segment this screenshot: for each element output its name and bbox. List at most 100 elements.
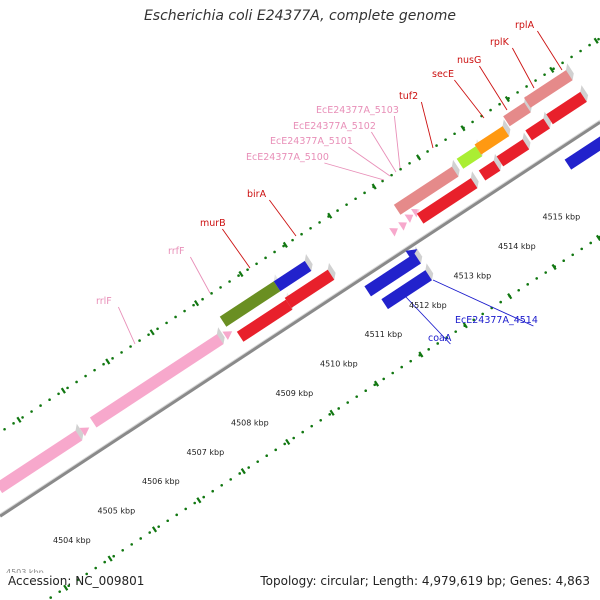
inner-tick-row-dot (202, 495, 206, 499)
inner-tick-row-dot (103, 560, 107, 564)
outer-tick-row-dot (48, 398, 51, 401)
coaA-feature-body (364, 253, 421, 297)
inner-tick-row-dot (121, 548, 125, 552)
outer-tick-row-dot (354, 197, 357, 201)
gene-label-nusG: nusG (457, 55, 481, 66)
nusG-lower-body (496, 139, 530, 167)
nusG-feature-highlight (474, 119, 504, 145)
outer-tick-row-dot (21, 416, 24, 419)
outer-tick-row-dot (210, 292, 213, 295)
rrfF-arrow-2 (222, 331, 233, 341)
gene-features[interactable] (0, 63, 600, 494)
outer-tick-row-major (105, 358, 111, 365)
outer-tick-row-dot (525, 85, 528, 88)
leader-tuf2 (420, 101, 434, 149)
outer-tick-row-dot (291, 238, 294, 242)
gene-label-coaA: coaA (428, 333, 452, 344)
outer-tick-row-dot (471, 120, 474, 124)
coaA-lower-highlight (381, 263, 427, 300)
outer-tick-row-dot (255, 262, 258, 266)
outer-tick-row-dot (219, 286, 222, 289)
tuf2-feature (393, 159, 460, 215)
outer-tick-row-dot (345, 203, 348, 206)
rplA-lower-highlight (546, 85, 582, 115)
outer-tick-row-dot (237, 274, 240, 277)
tuf2-lower-body (416, 178, 478, 224)
inner-tick-row-dot (580, 247, 584, 251)
gene-label-EcE24377A_4514: EcE24377A_4514 (455, 315, 538, 326)
inner-tick-row-dot (499, 300, 503, 304)
outer-tick-row-dot (336, 209, 339, 212)
inner-tick-row-dot (175, 513, 179, 517)
kbp-label: 4514 kbp (498, 242, 536, 251)
outer-tick-row-dot (39, 404, 42, 407)
EcE24377A_4514-arrow (405, 249, 418, 260)
inner-tick-row-major (285, 438, 291, 446)
outer-tick-row-major (194, 300, 200, 307)
murB-feature-highlight (219, 274, 276, 317)
outer-tick-row-dot (597, 37, 600, 41)
inner-tick-row-dot (67, 584, 71, 588)
outer-tick-row-dot (426, 150, 429, 153)
leader-coaA (404, 295, 451, 345)
inner-tick-row-dot (265, 454, 269, 458)
birA-feature (273, 254, 313, 292)
tuf2-lower (416, 171, 479, 224)
outer-tick-row-dot (516, 91, 519, 94)
outer-tick-row-dot (579, 49, 582, 53)
outer-tick-row-dot (390, 173, 393, 177)
coaA-lower-body (381, 270, 432, 310)
outer-tick-row-dot (228, 280, 231, 283)
inner-tick-row-dot (310, 424, 314, 428)
secE-feature-body (456, 146, 483, 169)
backbone (0, 119, 600, 518)
kbp-label: 4505 kbp (98, 507, 136, 516)
leader-EcE24377A_4514 (432, 279, 534, 327)
inner-tick-row-dot (247, 466, 251, 469)
inner-tick-row-dot (346, 401, 350, 404)
outer-tick-row-dot (444, 138, 447, 141)
coaA-lower-shade (425, 263, 434, 281)
outer-tick-row-dot (201, 297, 204, 301)
inner-tick-row-dot (112, 554, 116, 558)
outer-tick-row-dot (588, 43, 591, 47)
gene-label-rplK: rplK (490, 37, 510, 48)
leader-rrlF (117, 306, 136, 345)
outer-tick-row-dot (147, 333, 150, 336)
outer-tick-row-major (60, 387, 66, 394)
inner-tick-row-dot (148, 531, 152, 534)
minus-strand-edge-body (564, 136, 600, 170)
kbp-label: 4507 kbp (187, 448, 225, 457)
inner-tick-row-dot (571, 253, 575, 257)
outer-tick-row-dot (534, 79, 537, 82)
kbp-label-partial: 4503 kbp (6, 568, 44, 577)
rrlF-feature-highlight (0, 423, 77, 481)
birA-feature-body (273, 260, 312, 292)
nusG-lower-shade (522, 132, 531, 150)
leader-EcE24377A_5100 (324, 162, 385, 181)
outer-tick-row-dot (453, 132, 456, 136)
kbp-label: 4512 kbp (409, 301, 447, 310)
outer-tick-row-dot (120, 351, 123, 354)
inner-tick-row-major (151, 526, 158, 533)
tuf2-feature-highlight (393, 159, 454, 205)
inner-tick-row-dot (373, 383, 377, 387)
inner-tick-row-dot (319, 418, 323, 422)
outer-tick-row-dot (318, 221, 321, 224)
kbp-labels: 4504 kbp 4505 kbp 4506 kbp 4507 kbp 4508 kbp… (6, 213, 580, 577)
outer-tick-row-dot (30, 410, 33, 413)
secE-lower (478, 153, 502, 181)
inner-tick-row-dot (229, 478, 233, 481)
outer-tick-row-dot (84, 374, 87, 378)
gene-label-murB: murB (200, 218, 226, 229)
inner-tick-row-major (373, 380, 380, 387)
rrlF-feature-shade (75, 423, 84, 441)
murB-lower-body (236, 299, 293, 342)
rplK-feature-highlight (503, 95, 526, 117)
inner-tick-row-dot (157, 525, 161, 528)
gene-label-EcE24377A_5101: EcE24377A_5101 (270, 136, 353, 147)
leader-rrfF (190, 256, 211, 294)
inner-tick-row-dot (130, 543, 134, 546)
gene-label-EcE24377A_5102: EcE24377A_5102 (293, 121, 376, 132)
